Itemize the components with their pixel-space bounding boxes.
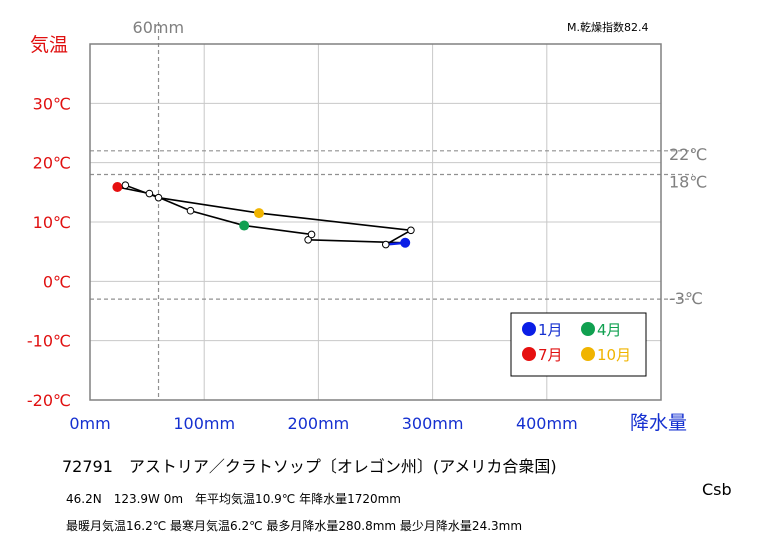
y-tick-label: 20℃ — [33, 154, 71, 173]
x-tick-label: 0mm — [69, 414, 110, 433]
legend-marker-jul — [522, 347, 536, 361]
line-segment — [385, 229, 412, 246]
line-segment — [125, 184, 159, 199]
ref-label-h: 18℃ — [669, 173, 707, 192]
reference-lines: 22℃ 18℃ -3℃ 60mm — [90, 18, 707, 400]
y-tick-labels: 30℃ 20℃ 10℃ 0℃ -10℃ -20℃ — [27, 94, 71, 410]
point-month-5 — [186, 206, 195, 215]
x-tick-labels: 0mm 100mm 200mm 300mm 400mm — [69, 414, 577, 433]
ref-label-v: 60mm — [133, 18, 185, 37]
point-month-1 — [400, 237, 411, 248]
x-tick-label: 200mm — [288, 414, 350, 433]
y-tick-label: 10℃ — [33, 213, 71, 232]
ref-label-h: 22℃ — [669, 145, 707, 164]
legend-label-jul: 7月 — [538, 346, 563, 364]
point-month-10 — [254, 208, 265, 219]
data-line — [117, 184, 412, 246]
point-month-7 — [112, 181, 123, 192]
legend-label-jan: 1月 — [538, 321, 563, 339]
legend-label-apr: 4月 — [597, 321, 622, 339]
point-month-12 — [381, 240, 390, 249]
y-tick-label: -20℃ — [27, 391, 71, 410]
x-tick-label: 400mm — [516, 414, 578, 433]
legend: 1月 4月 7月 10月 — [510, 312, 647, 377]
point-month-6 — [145, 189, 154, 198]
point-month-11 — [407, 226, 415, 235]
point-month-9 — [154, 193, 163, 202]
climate-class: Csb — [702, 480, 732, 499]
x-tick-label: 300mm — [402, 414, 464, 433]
station-title: 72791 アストリア／クラトソップ〔オレゴン州〕(アメリカ合衆国) — [62, 457, 557, 476]
x-tick-label: 100mm — [173, 414, 235, 433]
line-segment — [244, 224, 312, 236]
point-month-3 — [307, 230, 316, 239]
line-segment — [190, 209, 245, 227]
data-points — [112, 181, 415, 249]
y-tick-label: 0℃ — [43, 272, 71, 291]
y-tick-label: 30℃ — [33, 94, 71, 113]
dryness-index: M.乾燥指数82.4 — [567, 20, 648, 34]
y-axis-label: 気温 — [30, 34, 68, 56]
point-month-2 — [304, 236, 312, 244]
station-info-line1: 46.2N 123.9W 0m 年平均気温10.9℃ 年降水量1720mm — [66, 492, 401, 506]
line-segment — [258, 212, 411, 232]
legend-label-oct: 10月 — [597, 346, 631, 364]
point-month-4 — [239, 220, 250, 231]
line-segment — [158, 196, 260, 214]
legend-marker-jan — [522, 322, 536, 336]
station-info-line2: 最暖月気温16.2℃ 最寒月気温6.2℃ 最多月降水量280.8mm 最少月降水… — [66, 519, 523, 533]
legend-marker-oct — [581, 347, 595, 361]
x-axis-label: 降水量 — [630, 412, 687, 434]
legend-marker-apr — [581, 322, 595, 336]
y-tick-label: -10℃ — [27, 332, 71, 351]
ref-label-h: -3℃ — [669, 289, 703, 308]
plot-frame — [89, 43, 662, 401]
legend-box — [510, 312, 647, 377]
point-month-8 — [121, 181, 130, 190]
